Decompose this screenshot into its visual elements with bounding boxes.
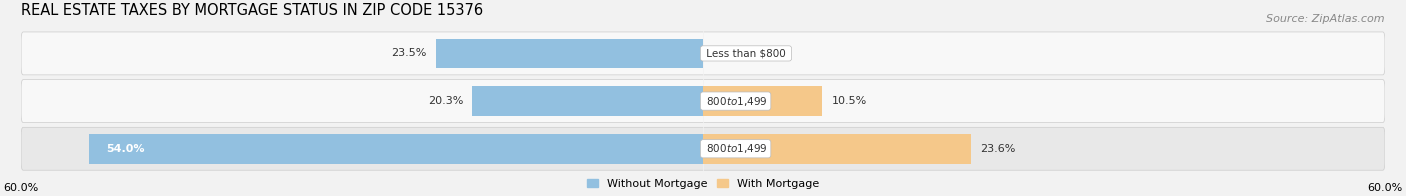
Text: $800 to $1,499: $800 to $1,499 <box>703 142 768 155</box>
Text: 10.5%: 10.5% <box>831 96 866 106</box>
Text: $800 to $1,499: $800 to $1,499 <box>703 95 768 108</box>
Bar <box>472 86 703 116</box>
Text: 23.5%: 23.5% <box>391 48 427 58</box>
Legend: Without Mortgage, With Mortgage: Without Mortgage, With Mortgage <box>582 174 824 193</box>
Text: Source: ZipAtlas.com: Source: ZipAtlas.com <box>1267 14 1385 24</box>
FancyBboxPatch shape <box>21 80 1385 122</box>
Bar <box>436 39 703 68</box>
Text: Less than $800: Less than $800 <box>703 48 789 58</box>
Text: REAL ESTATE TAXES BY MORTGAGE STATUS IN ZIP CODE 15376: REAL ESTATE TAXES BY MORTGAGE STATUS IN … <box>21 4 484 18</box>
FancyBboxPatch shape <box>21 32 1385 75</box>
FancyBboxPatch shape <box>21 127 1385 170</box>
Text: 20.3%: 20.3% <box>427 96 463 106</box>
Text: 54.0%: 54.0% <box>107 144 145 154</box>
Bar <box>703 86 823 116</box>
Bar <box>90 134 703 163</box>
Text: 0.0%: 0.0% <box>711 48 741 58</box>
Bar <box>703 134 972 163</box>
Text: 23.6%: 23.6% <box>980 144 1015 154</box>
